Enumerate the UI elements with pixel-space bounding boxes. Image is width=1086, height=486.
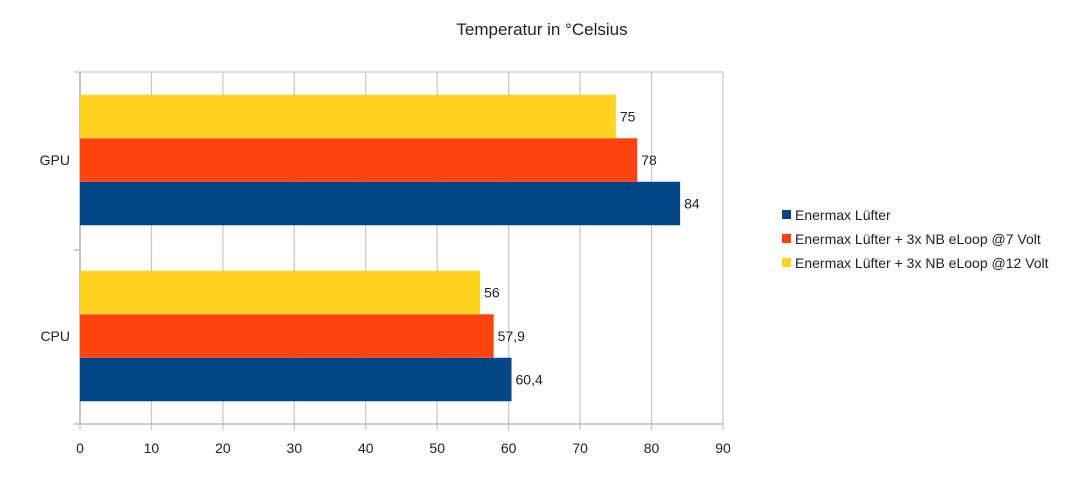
data-label: 60,4 bbox=[516, 372, 543, 388]
bar-gpu-series-0 bbox=[80, 181, 681, 226]
x-tick-label: 0 bbox=[76, 440, 84, 456]
x-tick-label: 50 bbox=[429, 440, 445, 456]
legend-swatch-1 bbox=[782, 234, 791, 243]
bar-gpu-series-1 bbox=[80, 138, 638, 182]
category-label-gpu: GPU bbox=[40, 152, 70, 168]
x-tick-label: 10 bbox=[144, 440, 160, 456]
bar-cpu-series-1 bbox=[80, 314, 494, 358]
x-tick-label: 90 bbox=[715, 440, 731, 456]
x-tick-label: 30 bbox=[287, 440, 303, 456]
bar-gpu-series-2 bbox=[80, 94, 616, 139]
category-label-cpu: CPU bbox=[40, 328, 70, 344]
data-label: 57,9 bbox=[498, 328, 525, 344]
x-tick-label: 80 bbox=[644, 440, 660, 456]
x-tick-label: 20 bbox=[215, 440, 231, 456]
x-tick-label: 70 bbox=[572, 440, 588, 456]
legend-label-1: Enermax Lüfter + 3x NB eLoop @7 Volt bbox=[795, 231, 1041, 247]
legend-label-2: Enermax Lüfter + 3x NB eLoop @12 Volt bbox=[795, 255, 1049, 271]
legend-swatch-2 bbox=[782, 258, 791, 267]
data-label: 75 bbox=[620, 109, 636, 125]
chart-title: Temperatur in °Celsius bbox=[456, 20, 627, 39]
legend-swatch-0 bbox=[782, 210, 791, 219]
data-label: 56 bbox=[484, 285, 500, 301]
bar-cpu-series-0 bbox=[80, 357, 512, 402]
data-label: 78 bbox=[641, 152, 657, 168]
x-tick-label: 40 bbox=[358, 440, 374, 456]
legend-label-0: Enermax Lüfter bbox=[795, 207, 891, 223]
bar-cpu-series-2 bbox=[80, 270, 481, 315]
data-label: 84 bbox=[684, 196, 700, 212]
x-tick-label: 60 bbox=[501, 440, 517, 456]
